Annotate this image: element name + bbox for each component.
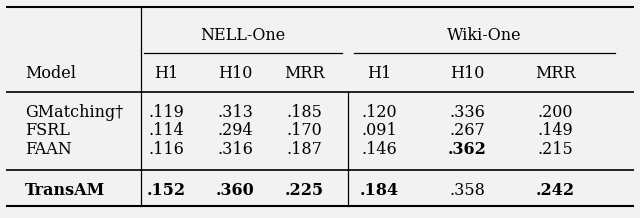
Text: .242: .242 xyxy=(536,182,575,199)
Text: .170: .170 xyxy=(287,122,322,139)
Text: .119: .119 xyxy=(148,104,184,121)
Text: .152: .152 xyxy=(147,182,186,199)
Text: .215: .215 xyxy=(538,141,573,158)
Text: .225: .225 xyxy=(285,182,324,199)
Text: NELL-One: NELL-One xyxy=(200,27,286,44)
Text: .294: .294 xyxy=(218,122,253,139)
Text: .091: .091 xyxy=(362,122,397,139)
Text: .120: .120 xyxy=(362,104,397,121)
Text: .146: .146 xyxy=(362,141,397,158)
Text: H1: H1 xyxy=(367,65,392,82)
Text: Model: Model xyxy=(25,65,76,82)
Text: MRR: MRR xyxy=(284,65,324,82)
Text: H10: H10 xyxy=(218,65,253,82)
Text: FSRL: FSRL xyxy=(25,122,70,139)
Text: .316: .316 xyxy=(218,141,253,158)
Text: .362: .362 xyxy=(448,141,487,158)
Text: TransAM: TransAM xyxy=(25,182,106,199)
Text: H10: H10 xyxy=(450,65,484,82)
Text: FAAN: FAAN xyxy=(25,141,72,158)
Text: .187: .187 xyxy=(286,141,323,158)
Text: .116: .116 xyxy=(148,141,184,158)
Text: .200: .200 xyxy=(538,104,573,121)
Text: .185: .185 xyxy=(286,104,323,121)
Text: MRR: MRR xyxy=(535,65,575,82)
Text: .114: .114 xyxy=(148,122,184,139)
Text: .336: .336 xyxy=(449,104,485,121)
Text: H1: H1 xyxy=(154,65,179,82)
Text: .184: .184 xyxy=(360,182,399,199)
Text: Wiki-One: Wiki-One xyxy=(447,27,522,44)
Text: .358: .358 xyxy=(449,182,485,199)
Text: GMatching†: GMatching† xyxy=(25,104,124,121)
Text: .149: .149 xyxy=(538,122,573,139)
Text: .267: .267 xyxy=(449,122,485,139)
Text: .360: .360 xyxy=(216,182,255,199)
Text: .313: .313 xyxy=(218,104,253,121)
